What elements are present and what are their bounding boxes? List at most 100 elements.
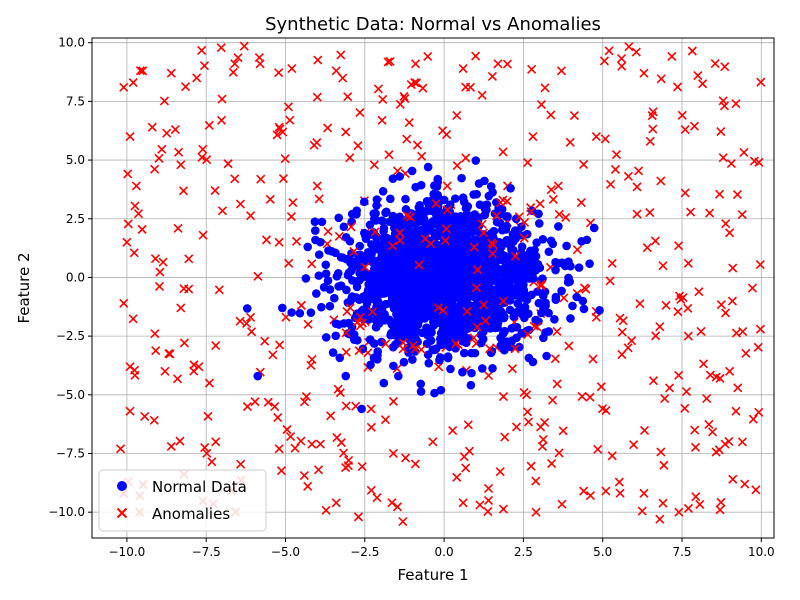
anomaly-point [727, 296, 737, 306]
anomaly-point [656, 74, 666, 84]
anomaly-point [410, 59, 421, 69]
anomaly-point [122, 237, 132, 247]
anomaly-point [151, 346, 161, 356]
anomaly-point [119, 298, 129, 308]
anomaly-point [527, 64, 537, 74]
anomaly-point [313, 55, 323, 65]
normal-point [378, 287, 388, 296]
anomaly-point [247, 327, 257, 337]
normal-point [429, 316, 439, 325]
normal-point [412, 233, 422, 242]
anomaly-point [284, 258, 294, 268]
anomaly-point [672, 82, 683, 92]
normal-point [487, 316, 496, 325]
normal-point [410, 347, 420, 356]
normal-point [410, 269, 420, 278]
anomaly-point [695, 499, 705, 510]
anomaly-point [498, 392, 508, 402]
x-tick-label: −2.5 [350, 545, 379, 559]
anomaly-point [392, 502, 403, 512]
anomaly-point [522, 407, 533, 417]
anomaly-point [558, 426, 568, 436]
anomaly-point [500, 432, 510, 442]
anomaly-point [639, 425, 650, 436]
normal-point [544, 327, 554, 336]
normal-point [411, 182, 420, 192]
anomaly-point [538, 434, 548, 444]
anomaly-point [426, 239, 436, 249]
normal-point [242, 304, 252, 313]
normal-point [404, 241, 414, 250]
anomaly-point [461, 463, 471, 473]
normal-point [369, 339, 379, 348]
anomaly-point [291, 236, 302, 246]
normal-point [542, 351, 551, 361]
normal-point [321, 333, 331, 342]
anomaly-point [623, 171, 633, 181]
anomaly-point [634, 166, 644, 176]
anomaly-point [274, 444, 284, 454]
normal-point [447, 324, 457, 334]
anomaly-point [236, 459, 246, 469]
normal-point [407, 300, 416, 309]
normal-point [447, 212, 456, 222]
anomaly-point [274, 237, 284, 247]
anomaly-point [261, 235, 272, 245]
anomaly-point [667, 51, 677, 61]
normal-point [325, 301, 335, 311]
normal-point [446, 200, 455, 210]
anomaly-point [651, 331, 661, 341]
anomaly-point [448, 426, 458, 436]
anomaly-point [458, 63, 468, 74]
normal-point [491, 265, 500, 275]
normal-data-series [242, 156, 604, 414]
normal-point [359, 197, 369, 207]
normal-point [331, 248, 340, 258]
normal-point [517, 242, 527, 251]
anomaly-point [254, 52, 264, 63]
anomaly-point [147, 122, 157, 132]
normal-point [396, 282, 405, 292]
anomaly-point [280, 154, 290, 164]
anomaly-point [333, 384, 343, 394]
anomaly-point [233, 53, 243, 63]
anomaly-point [588, 354, 598, 364]
anomaly-point [511, 422, 522, 432]
y-axis-ticks: −10.0 −7.5 −5.0 −2.5 0.0 2.5 5.0 7.5 10.0 [48, 36, 92, 519]
normal-point [423, 282, 432, 292]
anomaly-point [400, 453, 411, 463]
anomaly-point [373, 84, 383, 94]
anomaly-point [605, 276, 615, 286]
anomaly-point [130, 365, 140, 375]
normal-point [544, 247, 554, 257]
anomaly-point [290, 443, 300, 453]
normal-point [470, 348, 480, 358]
anomaly-point [726, 158, 736, 169]
normal-point [321, 260, 331, 270]
normal-point [253, 371, 263, 381]
anomaly-point [341, 401, 351, 411]
normal-point [502, 337, 512, 346]
anomaly-point [687, 46, 697, 56]
anomaly-point [528, 132, 538, 142]
anomalies-overlay [341, 198, 546, 357]
normal-point [389, 295, 398, 305]
y-tick-label: −10.0 [48, 505, 85, 519]
anomaly-point [367, 307, 378, 317]
anomaly-point [564, 341, 574, 351]
anomaly-point [301, 392, 311, 402]
normal-point [438, 216, 448, 226]
anomaly-point [137, 224, 147, 234]
anomaly-point [655, 514, 665, 524]
normal-point [448, 293, 458, 303]
normal-point [336, 281, 346, 290]
anomaly-point [540, 83, 550, 93]
normal-point [481, 205, 490, 214]
normal-point [295, 308, 305, 318]
anomaly-point [733, 383, 743, 393]
anomaly-point [268, 350, 278, 360]
anomaly-point [331, 498, 341, 508]
anomaly-point [624, 42, 634, 52]
anomaly-point [178, 186, 189, 196]
normal-point [459, 237, 469, 247]
